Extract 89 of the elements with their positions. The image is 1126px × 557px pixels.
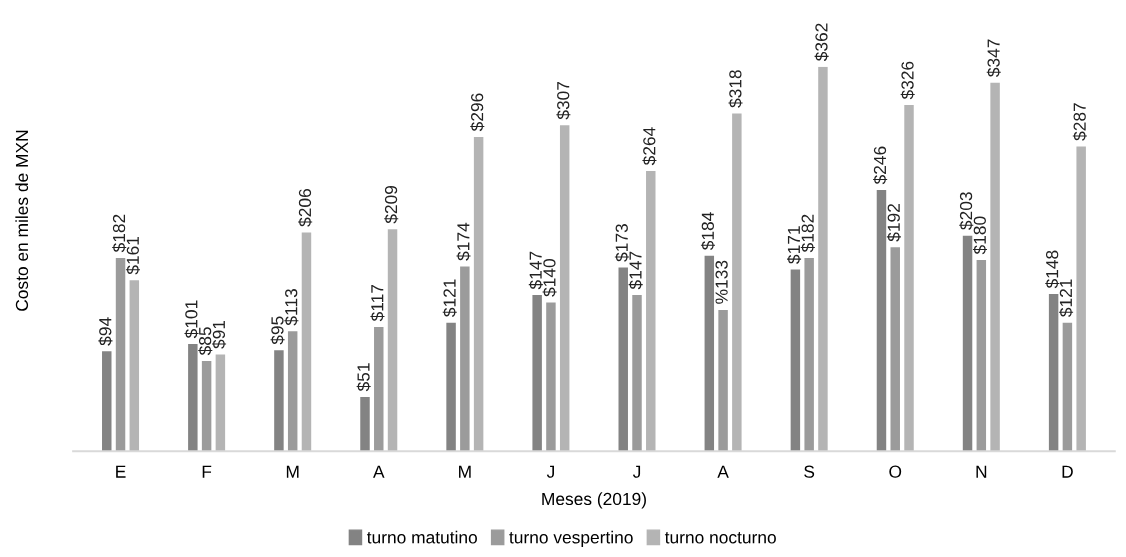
x-tick-label: J — [632, 465, 641, 478]
x-tick-label: J — [546, 465, 554, 478]
bar — [646, 170, 656, 452]
bar — [215, 354, 226, 452]
data-label: $347 — [986, 39, 1001, 78]
bar — [387, 229, 398, 452]
bar — [287, 331, 298, 452]
x-axis-title: Meses (2019) — [542, 492, 646, 509]
bar — [201, 360, 212, 452]
data-label: $206 — [298, 189, 313, 227]
data-label: $264 — [642, 127, 657, 166]
bar — [1076, 146, 1086, 452]
bar — [704, 255, 715, 452]
y-axis-title: Costo en miles de MXN — [15, 130, 29, 311]
data-label: $326 — [900, 61, 915, 100]
data-label: $182 — [800, 214, 815, 253]
bar — [876, 190, 887, 452]
x-tick-label: M — [286, 465, 299, 478]
bar — [732, 113, 742, 452]
data-label: $173 — [614, 224, 629, 262]
bar — [904, 105, 914, 452]
x-tick-label: A — [717, 465, 729, 478]
x-tick-label: E — [116, 465, 126, 478]
data-label: $174 — [456, 222, 471, 261]
bar — [360, 397, 370, 452]
data-label: $121 — [1059, 279, 1074, 317]
data-label: $85 — [198, 327, 213, 356]
bar — [976, 260, 987, 452]
data-label: $101 — [184, 300, 199, 339]
bar — [632, 295, 642, 452]
data-label: $180 — [972, 216, 988, 255]
bar — [962, 235, 973, 452]
data-label: $117 — [370, 284, 385, 322]
bar — [274, 350, 284, 452]
bar — [804, 257, 814, 452]
data-label: $182 — [112, 214, 127, 253]
bar — [446, 322, 456, 452]
data-label: $246 — [873, 146, 888, 185]
data-label: $147 — [628, 251, 643, 290]
data-label: $51 — [356, 363, 371, 392]
x-tick-label: S — [804, 465, 815, 478]
x-tick-label: A — [373, 465, 385, 478]
bar — [129, 280, 140, 452]
bar — [546, 302, 556, 452]
bar — [990, 82, 1000, 452]
bar — [532, 295, 542, 452]
bar — [618, 267, 628, 452]
data-label: $307 — [556, 81, 571, 120]
data-label: %133 — [715, 260, 728, 304]
data-label: $209 — [384, 185, 399, 224]
data-label: $161 — [125, 236, 140, 275]
data-label: $91 — [212, 320, 227, 349]
data-label: $113 — [284, 289, 299, 326]
data-label: $362 — [814, 23, 829, 62]
data-label: $171 — [787, 226, 802, 264]
data-label: $148 — [1045, 250, 1060, 289]
data-label: $147 — [528, 251, 543, 290]
data-label: $184 — [700, 212, 715, 251]
legend-label: turno vespertino — [509, 530, 633, 547]
bar — [374, 326, 384, 452]
x-tick-label: O — [889, 465, 902, 478]
bar — [1062, 322, 1073, 452]
data-label: $95 — [270, 316, 285, 345]
x-tick-label: F — [202, 465, 212, 478]
data-label: $94 — [98, 317, 113, 346]
data-label: $140 — [542, 259, 557, 297]
bar — [188, 343, 198, 452]
bar — [559, 125, 570, 452]
data-label: $296 — [470, 93, 485, 132]
legend-label: turno matutino — [366, 530, 477, 544]
bar — [102, 351, 112, 452]
x-tick-label: D — [1062, 465, 1073, 478]
bar — [473, 136, 484, 452]
bar — [115, 257, 126, 452]
bar — [818, 66, 828, 452]
data-label: $121 — [442, 279, 457, 317]
x-tick-label: N — [976, 465, 987, 478]
bar — [460, 266, 470, 452]
data-label: $287 — [1072, 103, 1087, 141]
data-label: $192 — [886, 204, 901, 242]
data-label: $318 — [728, 70, 743, 108]
data-label: $203 — [959, 192, 974, 230]
bar — [790, 269, 801, 452]
bar — [890, 247, 900, 452]
bar — [1048, 294, 1059, 452]
legend-label: turno nocturno — [664, 532, 776, 544]
bar — [301, 232, 312, 452]
x-tick-label: M — [459, 465, 471, 478]
bar — [718, 309, 728, 452]
